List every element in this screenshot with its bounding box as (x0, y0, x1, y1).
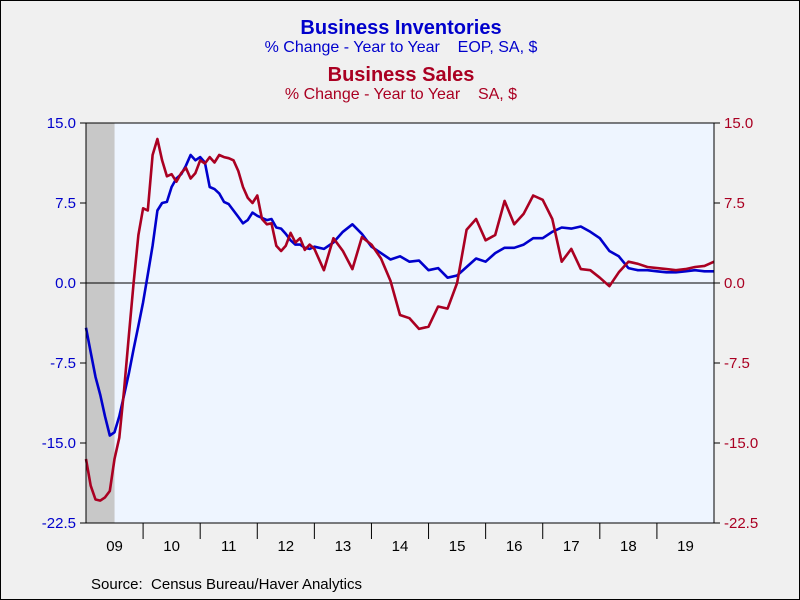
x-tick-label: 09 (106, 538, 123, 555)
plot-area (84, 122, 715, 524)
right-y-axis: 15.0 7.5 0.0 -7.5 -15.0 -22.5 (714, 115, 758, 532)
right-y-tick-label: -7.5 (724, 355, 750, 372)
left-y-tick-label: 15.0 (47, 115, 76, 132)
recession-shading (86, 123, 115, 523)
source-note: Source: Census Bureau/Haver Analytics (91, 576, 362, 593)
right-y-tick-label: 15.0 (724, 115, 753, 132)
plot-background (86, 123, 714, 523)
x-tick-label: 19 (677, 538, 694, 555)
x-axis: 09 10 11 12 13 14 15 16 17 18 19 (106, 523, 694, 555)
right-y-tick-label: 0.0 (724, 275, 745, 292)
plot-border (85, 122, 715, 524)
left-y-tick-label: 0.0 (55, 275, 76, 292)
right-y-tick-label: 7.5 (724, 195, 745, 212)
x-tick-label: 10 (163, 538, 180, 555)
sales-series-line (84, 137, 715, 502)
x-tick-label: 16 (506, 538, 523, 555)
left-y-tick-label: -7.5 (50, 355, 76, 372)
x-tick-label: 13 (335, 538, 352, 555)
sales-title: Business Sales (327, 64, 475, 86)
x-tick-label: 11 (221, 538, 237, 555)
right-y-tick-label: -22.5 (724, 515, 758, 532)
left-y-axis: 15.0 7.5 0.0 -7.5 -15.0 -22.5 (42, 115, 86, 532)
right-y-tick-label: -15.0 (724, 435, 758, 452)
x-tick-label: 14 (392, 538, 409, 555)
left-y-tick-label: -22.5 (42, 515, 76, 532)
x-tick-label: 17 (563, 538, 580, 555)
inventories-subtitle: % Change - Year to Year EOP, SA, $ (264, 39, 538, 56)
left-y-tick-label: 7.5 (55, 195, 76, 212)
sales-subtitle: % Change - Year to Year SA, $ (284, 86, 518, 103)
x-tick-label: 18 (620, 538, 637, 555)
left-y-tick-label: -15.0 (42, 435, 76, 452)
x-tick-label: 15 (449, 538, 466, 555)
inventories-title: Business Inventories (300, 17, 502, 39)
x-tick-label: 12 (277, 538, 294, 555)
